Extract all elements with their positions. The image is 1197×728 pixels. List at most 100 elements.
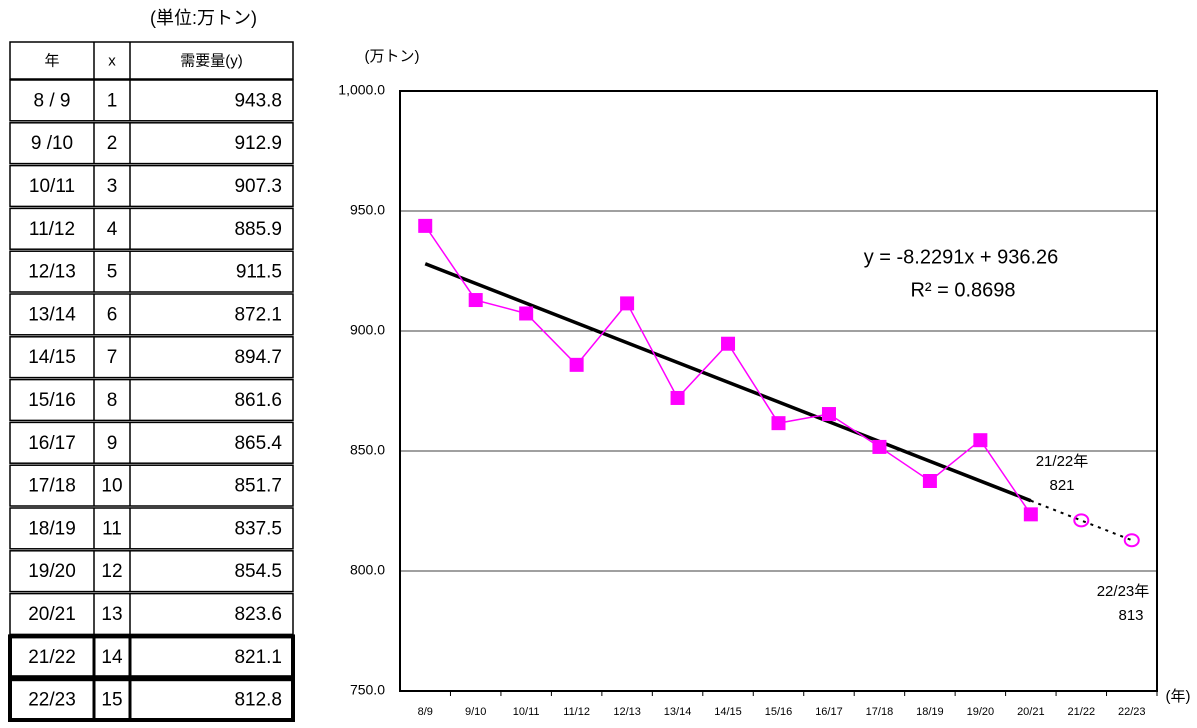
marker	[468, 293, 483, 308]
y-axis-label: (万トン)	[365, 48, 420, 65]
table-cell: 943.8	[234, 90, 282, 111]
x-tick-label: 13/14	[664, 706, 692, 718]
annotation: 22/23年	[1097, 583, 1150, 600]
table-cell: 17/18	[28, 476, 76, 497]
marker	[418, 218, 433, 233]
table-row	[9, 164, 294, 208]
x-tick-label: 9/10	[465, 706, 486, 718]
y-tick-label: 950.0	[350, 202, 385, 218]
table-cell: 851.7	[234, 476, 282, 497]
x-axis-label: (年)	[1166, 688, 1191, 705]
table-row	[9, 378, 294, 422]
table-row	[9, 79, 294, 122]
table-row	[9, 207, 294, 250]
table-cell: 9 /10	[31, 133, 73, 154]
y-tick-label: 900.0	[350, 322, 385, 338]
table-cell: 854.5	[234, 561, 282, 582]
table-cell: 8	[107, 390, 118, 411]
marker	[721, 336, 736, 351]
value-label: 821	[1049, 477, 1074, 494]
table-cell: 21/22	[28, 647, 76, 668]
marker	[1023, 507, 1038, 522]
table-cell: 13/14	[28, 304, 76, 325]
table-cell: 16/17	[28, 433, 76, 454]
x-tick-label: 19/20	[967, 706, 995, 718]
table-cell: 13	[101, 604, 122, 625]
table-cell: 821.1	[234, 647, 282, 668]
table-cell: 1	[107, 90, 118, 111]
marker	[1073, 513, 1090, 528]
y-tick-label: 750.0	[350, 682, 385, 698]
marker	[1123, 533, 1140, 548]
table-cell: 11/12	[29, 219, 75, 240]
table-cell: 8 / 9	[34, 90, 71, 111]
table-cell: 6	[107, 304, 118, 325]
marker	[821, 407, 836, 422]
value-label: 813	[1118, 607, 1143, 624]
table-row	[9, 336, 294, 379]
x-tick-label: 10/11	[513, 706, 540, 718]
table-cell: 12	[101, 561, 122, 582]
marker	[872, 439, 887, 454]
trendline-forecast	[1030, 499, 1133, 542]
marker	[519, 306, 534, 321]
table-cell: 907.3	[234, 176, 282, 197]
table-cell: 812.8	[234, 690, 282, 711]
x-tick-label: 12/13	[613, 706, 641, 718]
table-cell: 11	[102, 518, 122, 539]
table-header	[9, 41, 294, 80]
table-header-cell: 年	[44, 52, 59, 69]
table-cell: 14/15	[28, 347, 76, 368]
x-tick-label: 16/17	[815, 706, 843, 718]
marker	[670, 390, 685, 405]
table-cell: 12/13	[28, 262, 76, 283]
table-cell: 912.9	[234, 133, 282, 154]
table-cell: 3	[107, 176, 118, 197]
marker	[922, 474, 937, 488]
x-tick-label: 11/12	[563, 706, 590, 718]
table-cell: 885.9	[234, 219, 282, 240]
table-cell: 7	[107, 347, 118, 368]
table-cell: 20/21	[28, 604, 76, 625]
x-tick-label: 8/9	[418, 706, 433, 718]
x-tick-label: 14/15	[714, 706, 742, 718]
table-header-cell: 需要量(y)	[180, 52, 243, 69]
table-cell: 15	[101, 690, 122, 711]
table-row	[9, 592, 294, 636]
x-tick-label: 17/18	[866, 706, 894, 718]
table-cell: 10	[101, 476, 122, 497]
marker	[620, 296, 635, 311]
table-cell: 9	[107, 433, 118, 454]
series-line	[424, 225, 1032, 515]
trendline	[424, 262, 1032, 503]
marker	[771, 416, 786, 431]
table-row	[9, 250, 294, 293]
x-tick-label: 20/21	[1017, 706, 1045, 718]
table-cell: 15/16	[28, 390, 76, 411]
table-cell: 823.6	[234, 604, 282, 625]
table-unit: (単位:万トン)	[150, 8, 257, 28]
table-cell: 911.5	[236, 262, 282, 283]
x-tick-label: 22/23	[1118, 706, 1146, 718]
y-tick-label: 850.0	[350, 442, 385, 458]
table-cell: 18/19	[28, 518, 76, 539]
table-row	[8, 634, 295, 680]
table-cell: 14	[101, 647, 123, 668]
table-row	[8, 677, 295, 723]
table-cell: 872.1	[234, 304, 282, 325]
table-row	[9, 421, 294, 464]
x-tick-label: 21/22	[1068, 706, 1096, 718]
marker	[973, 433, 988, 448]
table-cell: 5	[107, 262, 118, 283]
table-cell: 22/23	[28, 690, 76, 711]
table-row	[9, 122, 294, 165]
annotation: 21/22年	[1036, 453, 1089, 470]
table-row	[9, 550, 294, 593]
table-header-cell: x	[108, 52, 116, 69]
y-tick-label: 800.0	[350, 562, 385, 578]
table-cell: 865.4	[234, 433, 282, 454]
table-cell: 837.5	[234, 518, 282, 539]
table-cell: 4	[107, 219, 118, 240]
